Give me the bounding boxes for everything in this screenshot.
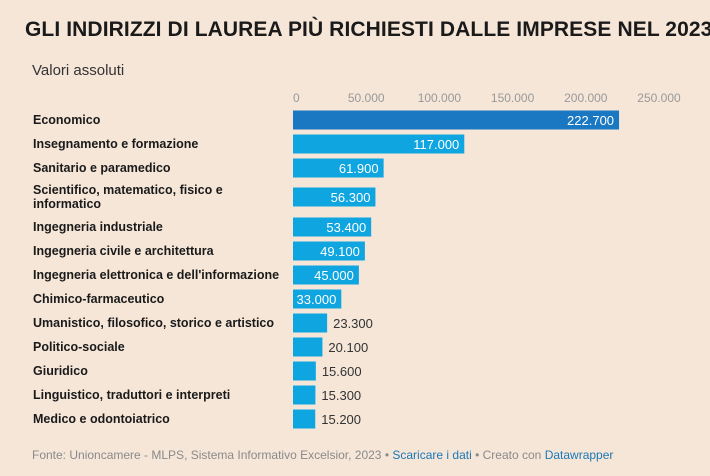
footer: Fonte: Unioncamere - MLPS, Sistema Infor… <box>32 448 613 462</box>
value-label: 222.700 <box>567 113 614 128</box>
chart-subtitle: Valori assoluti <box>32 62 125 79</box>
bar <box>293 187 376 207</box>
category-label: Politico-sociale <box>33 340 125 354</box>
source-note: Fonte: Unioncamere - MLPS, Sistema Infor… <box>32 448 382 462</box>
category-label: Ingegneria industriale <box>33 220 163 234</box>
created-with-text: Creato con <box>482 448 542 462</box>
x-tick-label: 100.000 <box>418 91 462 105</box>
value-label: 15.600 <box>322 364 362 379</box>
download-data-link[interactable]: Scaricare i dati <box>392 448 472 462</box>
x-tick-label: 200.000 <box>564 91 608 105</box>
footer-separator: • <box>475 448 480 462</box>
value-label: 45.000 <box>314 268 354 283</box>
value-label: 53.400 <box>326 220 366 235</box>
value-label: 33.000 <box>297 292 337 307</box>
category-label: Ingegneria elettronica e dell'informazio… <box>33 268 279 282</box>
bar <box>293 409 316 429</box>
bar <box>293 134 465 154</box>
category-label: Scientifico, matematico, fisico e informa… <box>33 183 223 211</box>
value-label: 117.000 <box>413 137 459 152</box>
category-label: Linguistico, traduttori e interpreti <box>33 388 230 402</box>
x-tick-label: 50.000 <box>348 91 385 105</box>
bar <box>293 337 323 357</box>
bar <box>293 110 620 130</box>
category-label: Umanistico, filosofico, storico e artist… <box>33 316 274 330</box>
x-tick-label: 150.000 <box>491 91 535 105</box>
value-label: 20.100 <box>328 340 368 355</box>
bar <box>293 217 372 237</box>
bar <box>293 241 365 261</box>
value-label: 49.100 <box>320 244 360 259</box>
x-tick-label: 250.000 <box>637 91 681 105</box>
datawrapper-link[interactable]: Datawrapper <box>544 448 614 462</box>
category-label: Economico <box>33 113 101 127</box>
value-label: 15.200 <box>321 412 361 427</box>
category-label: Insegnamento e formazione <box>33 137 198 151</box>
category-label: Sanitario e paramedico <box>33 161 171 175</box>
bar <box>293 289 342 309</box>
bar-chart: 0 50.000 100.000 150.000 200.000 250.000 Econo… <box>33 91 681 429</box>
bar <box>293 313 328 333</box>
value-label: 61.900 <box>339 161 379 176</box>
category-label: Medico e odontoiatrico <box>33 412 170 426</box>
footer-separator: • <box>384 448 390 462</box>
category-label: Ingegneria civile e architettura <box>33 244 215 258</box>
value-label: 23.300 <box>333 316 373 331</box>
bar <box>293 361 316 381</box>
bar <box>293 385 316 405</box>
x-tick-label: 0 <box>293 91 300 105</box>
value-label: 15.300 <box>321 388 361 403</box>
bar <box>293 265 359 285</box>
value-label: 56.300 <box>331 190 371 205</box>
category-label: Giuridico <box>33 364 88 378</box>
chart-title: GLI INDIRIZZI DI LAUREA PIÙ RICHIESTI DA… <box>25 18 710 41</box>
bar <box>293 158 384 178</box>
category-label: Chimico-farmaceutico <box>33 292 165 306</box>
